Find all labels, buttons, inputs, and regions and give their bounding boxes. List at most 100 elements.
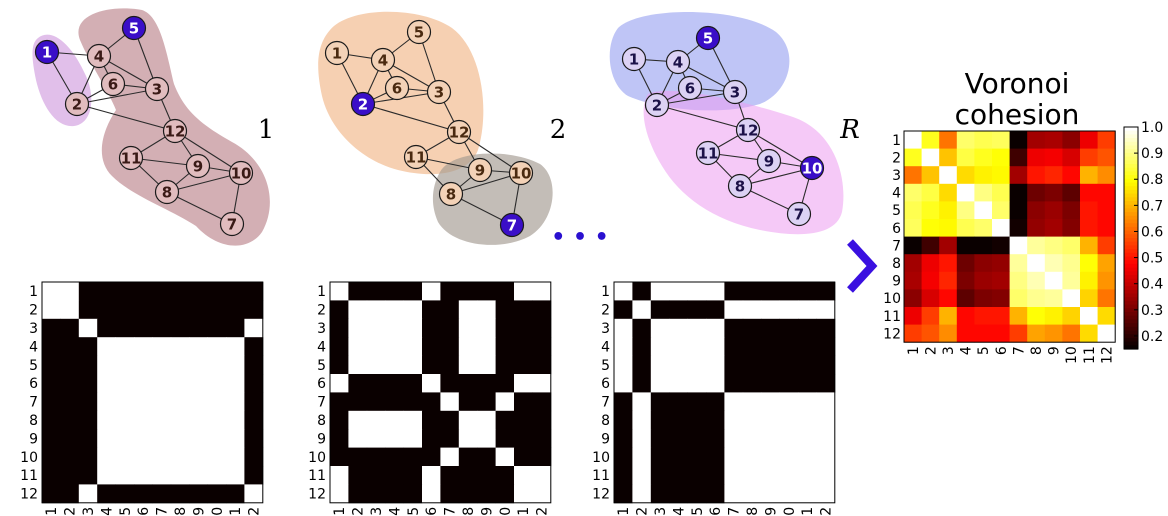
- heatmap-column-tick: 10: [1064, 346, 1080, 364]
- matrix-cell: [348, 337, 368, 356]
- matrix-cell: [244, 374, 264, 393]
- heatmap-cell: [921, 148, 940, 167]
- heatmap-cell: [1009, 307, 1028, 325]
- seed-node: [695, 25, 721, 51]
- matrix-cell: [170, 484, 190, 504]
- matrix-cell: [115, 374, 135, 393]
- heatmap-cell: [1097, 307, 1116, 325]
- matrix-cell: [779, 318, 799, 338]
- heatmap-cell: [1062, 201, 1081, 220]
- matrix-cell: [385, 355, 404, 375]
- heatmap-cell: [904, 307, 922, 325]
- heatmap-cell: [1044, 271, 1063, 290]
- colorbar-step: [1124, 193, 1138, 198]
- matrix-cell: [115, 282, 135, 301]
- heatmap-cell: [1062, 131, 1081, 149]
- node-label: 12: [449, 124, 470, 142]
- row-tick-label: 12: [20, 487, 38, 503]
- network-edge: [362, 103, 460, 133]
- colorbar-step: [1124, 323, 1138, 328]
- column-tick-label: 10: [782, 507, 798, 516]
- matrix-cell: [514, 337, 533, 356]
- matrix-cell: [514, 300, 533, 320]
- matrix-cell: [779, 282, 799, 301]
- row-tick-label: 7: [29, 395, 38, 411]
- colorbar-step: [1124, 330, 1138, 335]
- heatmap-cell: [974, 166, 993, 185]
- matrix-cell: [706, 484, 725, 504]
- heatmap-cell: [1080, 236, 1098, 255]
- colorbar-step: [1124, 201, 1138, 206]
- node-label: 3: [152, 81, 162, 99]
- heatmap-cell: [921, 166, 940, 185]
- network-edge: [656, 104, 749, 131]
- colorbar-step: [1124, 245, 1138, 250]
- matrix-cell: [798, 447, 817, 467]
- column-tick-label: 12: [819, 507, 835, 516]
- matrix-cell: [97, 374, 116, 393]
- matrix-cell: [650, 318, 670, 338]
- column-tick-label: 10: [210, 507, 226, 516]
- row-tick-label: 12: [592, 487, 610, 503]
- matrix-cell: [170, 429, 190, 448]
- heatmap-cell: [1009, 148, 1028, 167]
- colorbar-step: [1124, 230, 1138, 235]
- matrix-cell: [514, 410, 533, 430]
- matrix-cell: [440, 318, 460, 338]
- colorbar-step: [1124, 289, 1138, 295]
- matrix-cell: [669, 318, 688, 338]
- column-tick-label: 3: [653, 507, 669, 516]
- heatmap-title-line1: Voronoi: [965, 67, 1070, 100]
- matrix-cell: [226, 374, 245, 393]
- colorbar-step: [1124, 271, 1138, 276]
- matrix-cell: [477, 318, 496, 338]
- matrix-cell: [761, 282, 780, 301]
- matrix-cell: [724, 447, 744, 467]
- heatmap-cell: [939, 219, 958, 237]
- row-tick-label: 9: [29, 431, 38, 447]
- matrix-cell: [60, 300, 80, 320]
- matrix-cell: [207, 337, 227, 356]
- network-node: [665, 49, 691, 75]
- matrix-cell: [330, 337, 349, 356]
- matrix-cell: [78, 318, 98, 338]
- matrix-cell: [632, 466, 652, 485]
- matrix-cell: [60, 337, 80, 356]
- matrix-cell: [115, 410, 135, 430]
- heatmap-cell: [992, 219, 1010, 237]
- heatmap-cell: [904, 183, 922, 202]
- network-edge: [76, 103, 176, 132]
- matrix-cell: [614, 429, 633, 448]
- matrix-cell: [761, 447, 780, 467]
- matrix-cell: [798, 466, 817, 485]
- matrix-cell: [97, 392, 116, 412]
- network-node: [426, 79, 452, 105]
- colorbar-step: [1124, 226, 1138, 232]
- matrix-cell: [798, 374, 817, 393]
- matrix-cell: [189, 466, 208, 485]
- matrix-cell: [348, 392, 368, 412]
- matrix-cell: [330, 282, 349, 301]
- column-tick-label: 4: [99, 507, 115, 516]
- matrix-cell: [134, 300, 153, 320]
- matrix-cell: [78, 447, 98, 467]
- matrix-cell: [403, 300, 423, 320]
- matrix-cell: [458, 484, 478, 504]
- matrix-cell: [742, 318, 762, 338]
- matrix-cell: [632, 300, 652, 320]
- matrix-cell: [385, 300, 404, 320]
- matrix-cell: [152, 447, 172, 467]
- matrix-cell: [779, 374, 799, 393]
- network-node: [64, 91, 90, 117]
- matrix-cell: [134, 374, 153, 393]
- matrix-cell: [816, 466, 836, 485]
- matrix-cell: [42, 484, 61, 504]
- matrix-cell: [816, 447, 836, 467]
- heatmap-cell: [1062, 166, 1081, 185]
- matrix-cell: [706, 355, 725, 375]
- colorbar-step: [1124, 182, 1138, 187]
- heatmap-cell: [939, 324, 958, 343]
- heatmap-cell: [974, 219, 993, 237]
